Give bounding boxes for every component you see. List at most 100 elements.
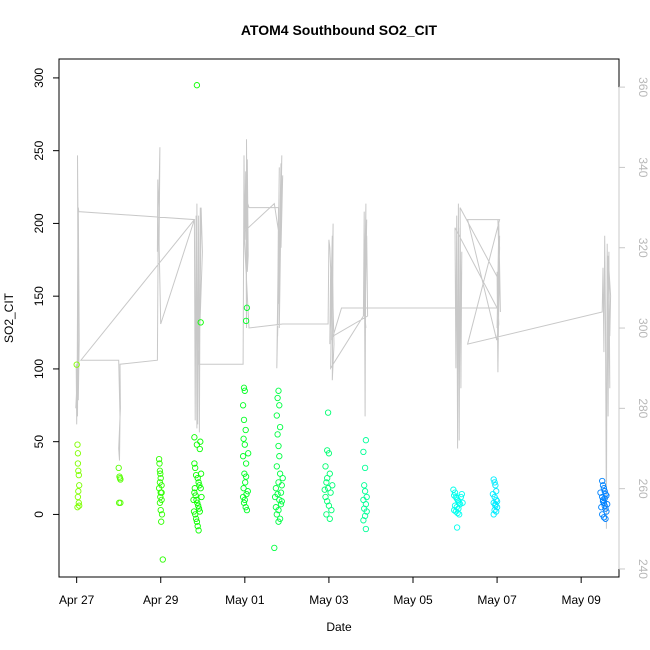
y2-tick-label: 340 <box>636 157 650 177</box>
data-point <box>193 82 201 89</box>
data-point <box>197 438 204 445</box>
y-tick-label: 300 <box>32 68 46 88</box>
series-line <box>75 139 612 529</box>
data-point <box>326 515 333 522</box>
data-point <box>244 488 251 495</box>
data-point <box>599 482 607 489</box>
data-point <box>275 518 282 525</box>
data-point <box>325 450 333 457</box>
x-tick-label: May 07 <box>477 593 517 607</box>
data-point <box>328 506 335 514</box>
data-point <box>241 441 248 448</box>
data-point <box>600 514 608 521</box>
data-point <box>324 409 332 416</box>
data-point <box>276 402 283 409</box>
data-point <box>73 361 80 368</box>
data-point <box>193 518 201 525</box>
data-point <box>76 482 83 489</box>
data-point <box>323 479 330 486</box>
data-point <box>191 489 198 496</box>
data-point <box>156 460 163 467</box>
data-point <box>492 501 499 508</box>
data-point <box>273 412 280 419</box>
data-point <box>239 402 247 409</box>
data-point <box>242 426 249 434</box>
data-point <box>74 441 81 448</box>
data-point <box>74 450 82 457</box>
left-y-axis: 0 50 100 150 200 250 300 <box>32 68 60 518</box>
data-point <box>195 505 203 512</box>
data-point <box>273 463 280 470</box>
data-point <box>245 450 252 457</box>
y2-tick-label: 280 <box>636 398 650 418</box>
data-point <box>157 470 164 477</box>
data-point <box>192 515 200 522</box>
data-point <box>240 485 247 492</box>
data-point <box>597 489 604 496</box>
data-point <box>277 501 285 508</box>
data-point <box>323 511 330 518</box>
data-point <box>197 485 204 492</box>
data-point <box>157 493 164 501</box>
data-point <box>242 504 249 511</box>
y2-tick-label: 360 <box>636 77 650 97</box>
data-point <box>75 467 82 474</box>
data-point <box>600 485 608 492</box>
right-y-axis: 240 260 280 300 320 340 360 <box>618 77 650 579</box>
data-point <box>191 485 198 492</box>
data-point <box>158 518 165 525</box>
data-point <box>321 486 328 493</box>
data-point <box>159 556 166 563</box>
data-point <box>274 394 281 402</box>
data-point <box>327 489 334 496</box>
data-point <box>362 437 370 444</box>
data-point <box>195 502 202 509</box>
data-point <box>191 460 198 467</box>
data-point <box>74 504 81 511</box>
y-tick-label: 0 <box>32 511 46 518</box>
data-point <box>191 434 198 441</box>
chart-title: ATOM4 Southbound SO2_CIT <box>241 22 438 38</box>
data-point <box>271 493 279 501</box>
data-point <box>490 476 497 483</box>
data-point <box>458 490 465 498</box>
data-point <box>115 464 122 472</box>
data-point <box>196 482 203 489</box>
data-point <box>493 488 500 495</box>
data-point <box>363 493 370 501</box>
data-point <box>363 508 370 515</box>
data-point <box>360 448 367 456</box>
series-line-layer <box>75 139 612 529</box>
data-point <box>158 489 165 496</box>
data-point <box>75 488 82 495</box>
data-point <box>457 493 465 501</box>
data-point <box>324 474 331 482</box>
data-point <box>322 463 329 470</box>
x-axis-label: Date <box>326 620 352 634</box>
data-point <box>604 501 611 508</box>
data-point <box>272 504 280 511</box>
y2-tick-label: 240 <box>636 559 650 579</box>
data-point <box>451 489 459 496</box>
data-point <box>490 511 497 518</box>
data-point <box>273 511 280 518</box>
data-point <box>454 509 461 517</box>
y-axis-label: SO2_CIT <box>2 292 16 343</box>
x-tick-label: Apr 29 <box>143 593 179 607</box>
data-point <box>156 467 164 474</box>
data-point <box>74 460 82 467</box>
data-point <box>279 474 286 482</box>
data-point <box>361 488 369 495</box>
data-point <box>274 431 281 438</box>
data-point <box>278 498 285 505</box>
data-point <box>117 476 124 483</box>
x-tick-label: May 01 <box>225 593 265 607</box>
x-tick-label: Apr 27 <box>59 593 95 607</box>
data-point <box>197 319 204 326</box>
data-point <box>492 482 499 489</box>
data-point <box>194 474 201 482</box>
data-point <box>459 499 466 506</box>
data-point <box>240 384 248 391</box>
data-point <box>157 506 164 514</box>
